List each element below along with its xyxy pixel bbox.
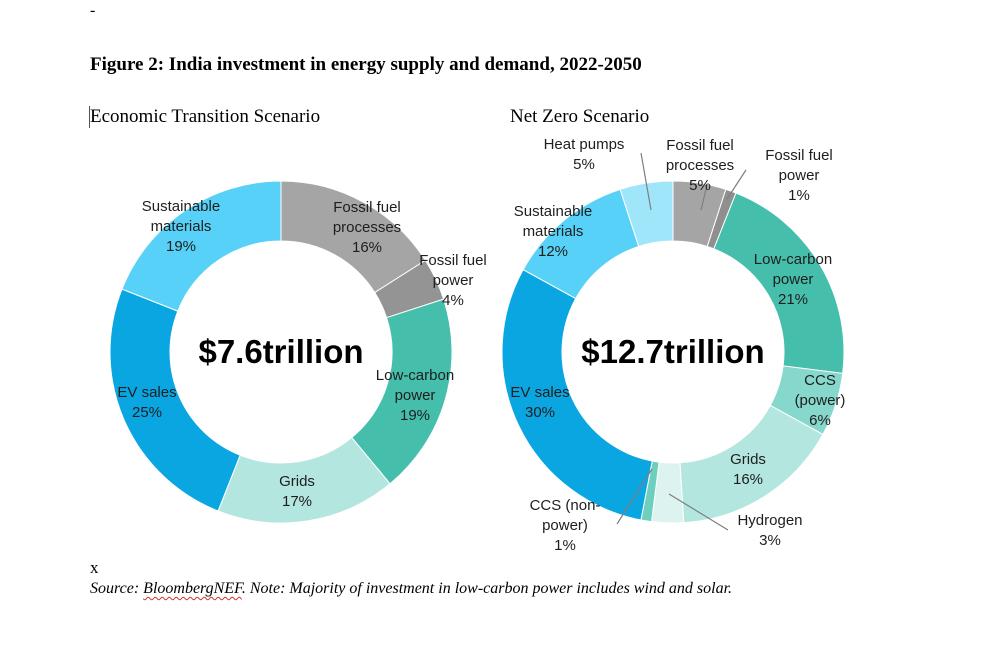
source-name: BloombergNEF bbox=[143, 580, 242, 597]
slice-label-low-carbon-power: Low-carbon power 21% bbox=[754, 251, 832, 308]
leader-line-heat-pumps bbox=[640, 152, 652, 211]
slice-label-ccs-non-power: CCS (non-power) 1% bbox=[530, 497, 601, 554]
figure-title: Figure 2: India investment in energy sup… bbox=[90, 54, 642, 75]
slice-ev-sales bbox=[109, 288, 241, 512]
slice-label-sustainable-materials: Sustainable materials 19% bbox=[142, 198, 220, 255]
slice-label-ev-sales: EV sales 25% bbox=[117, 384, 176, 421]
leader-line-fossil-fuel-power bbox=[726, 169, 747, 200]
leader-line-fossil-fuel-processes bbox=[700, 184, 708, 211]
donut-chart-1: Fossil fuel processes 16% Fossil fuel power 4… bbox=[109, 180, 487, 524]
slice-heat-pumps bbox=[619, 180, 674, 248]
slice-label-fossil-fuel-power: Fossil fuel power 1% bbox=[765, 147, 833, 204]
slice-label-heat-pumps: Heat pumps 5% bbox=[544, 136, 625, 173]
text-cursor bbox=[89, 106, 90, 128]
center-total-label: $7.6trillion bbox=[198, 333, 363, 370]
slice-label-grids: Grids 17% bbox=[279, 473, 315, 510]
slice-label-fossil-fuel-processes: Fossil fuel processes 5% bbox=[666, 137, 734, 194]
slice-label-fossil-fuel-processes: Fossil fuel processes 16% bbox=[333, 199, 401, 256]
center-total-label: $12.7trillion bbox=[581, 333, 764, 370]
chart-title-net-zero: Net Zero Scenario bbox=[510, 106, 650, 127]
leader-line-ccs-non-power bbox=[616, 468, 653, 525]
slice-label-grids: Grids 16% bbox=[730, 451, 766, 488]
slice-label-fossil-fuel-power: Fossil fuel power 4% bbox=[419, 252, 487, 309]
source-rest: . Note: Majority of investment in low-ca… bbox=[241, 580, 733, 597]
slice-label-low-carbon-power: Low-carbon power 19% bbox=[376, 367, 454, 424]
slice-label-ccs-power: CCS (power) 6% bbox=[795, 372, 846, 429]
source-prefix: Source: bbox=[90, 580, 144, 597]
donut-chart-2: Fossil fuel processes 5% Fossil fuel power 1%… bbox=[501, 136, 846, 554]
slice-label-hydrogen: Hydrogen 3% bbox=[737, 512, 802, 549]
chart-title-economic-transition: Economic Transition Scenario bbox=[90, 106, 321, 127]
slice-ev-sales bbox=[501, 268, 653, 521]
slice-label-ev-sales: EV sales 30% bbox=[510, 384, 569, 421]
slice-label-sustainable-materials: Sustainable materials 12% bbox=[514, 203, 592, 260]
header-mark: - bbox=[90, 2, 96, 19]
source-note: Source: BloombergNEF. Note: Majority of … bbox=[90, 580, 732, 598]
leader-line-hydrogen bbox=[668, 493, 729, 531]
slice-sustainable-materials bbox=[121, 180, 282, 312]
stray-mark: x bbox=[90, 558, 99, 577]
